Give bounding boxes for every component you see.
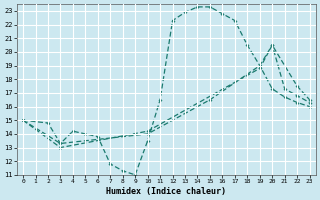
X-axis label: Humidex (Indice chaleur): Humidex (Indice chaleur): [106, 187, 226, 196]
